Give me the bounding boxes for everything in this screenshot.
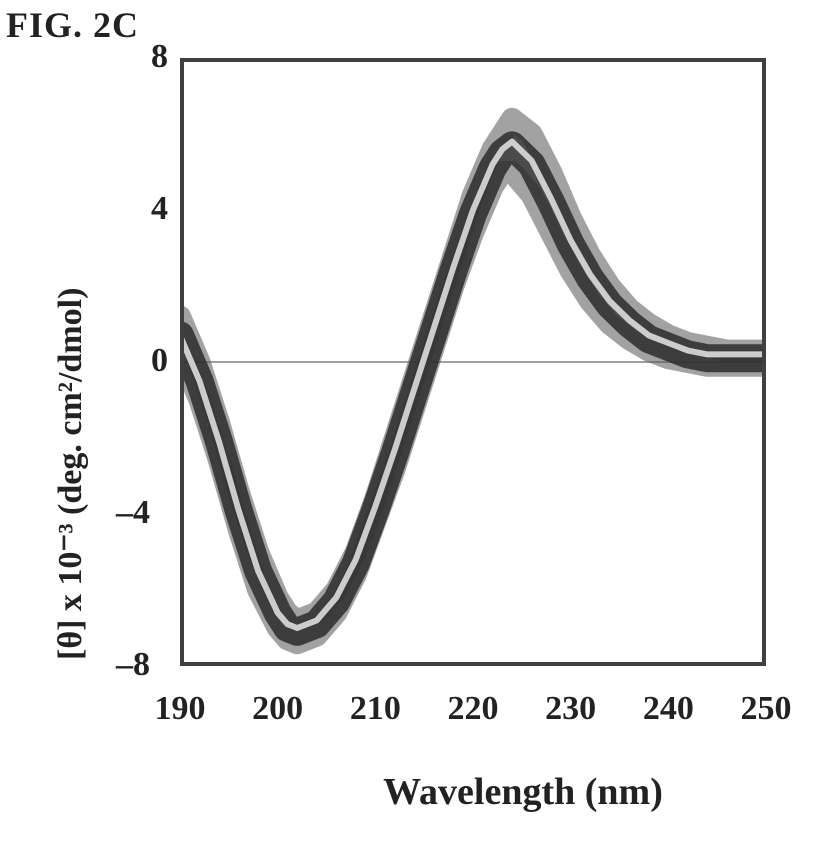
xtick-label: 250 xyxy=(732,690,800,728)
ytick-label: –4 xyxy=(90,494,150,532)
xtick-label: 210 xyxy=(341,690,409,728)
xtick-label: 220 xyxy=(439,690,507,728)
x-axis-label: Wavelength (nm) xyxy=(280,770,766,814)
plot-svg xyxy=(180,58,766,666)
y-axis-label: [θ] x 10⁻³ (deg. cm²/dmol) xyxy=(50,288,90,660)
xtick-label: 230 xyxy=(537,690,605,728)
ytick-label: 0 xyxy=(108,342,168,380)
ytick-label: 4 xyxy=(108,190,168,228)
ytick-label: –8 xyxy=(90,646,150,684)
xtick-label: 240 xyxy=(634,690,702,728)
ytick-label: 8 xyxy=(108,38,168,76)
xtick-label: 200 xyxy=(244,690,312,728)
plot-area xyxy=(180,58,766,666)
xtick-label: 190 xyxy=(146,690,214,728)
figure-container: FIG. 2C –8–4048 [θ] x 10⁻³ (deg. cm²/dmo… xyxy=(0,0,817,846)
